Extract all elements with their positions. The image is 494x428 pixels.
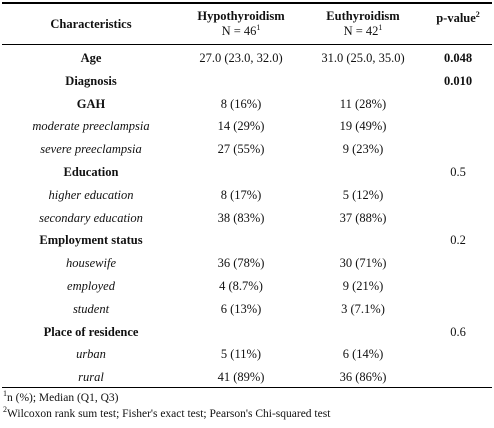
row-label: secondary education — [39, 210, 143, 225]
bottom-rule — [2, 387, 492, 388]
row-pvalue: 0.6 — [450, 324, 466, 339]
table-row: higher education 8 (17%) 5 (12%) — [2, 184, 492, 206]
row-pvalue — [424, 275, 492, 297]
table-row: rural 41 (89%) 36 (86%) — [2, 366, 492, 388]
row-pvalue: 0.010 — [443, 73, 473, 88]
row-pvalue — [424, 343, 492, 365]
row-label: Age — [80, 51, 102, 65]
row-euthyroidism-value: 9 (23%) — [342, 142, 384, 157]
row-hypothyroidism-value — [180, 161, 302, 183]
header-hypo-title: Hypothyroidism — [197, 9, 285, 23]
row-pvalue — [424, 298, 492, 320]
table-row: employed 4 (8.7%) 9 (21%) — [2, 275, 492, 297]
row-label: moderate preeclampsia — [32, 119, 150, 134]
row-pvalue — [424, 184, 492, 206]
table-row: Education 0.5 — [2, 161, 492, 183]
table-row: housewife 36 (78%) 30 (71%) — [2, 252, 492, 274]
top-rule — [2, 2, 492, 4]
row-pvalue: 0.5 — [450, 165, 466, 179]
row-euthyroidism-value: 9 (21%) — [342, 279, 384, 293]
row-label: severe preeclampsia — [40, 142, 142, 157]
table-row: Diagnosis 0.010 — [2, 70, 492, 92]
row-hypothyroidism-value: 41 (89%) — [217, 370, 265, 385]
row-pvalue — [424, 207, 492, 229]
row-euthyroidism-value: 19 (49%) — [339, 119, 387, 134]
table-row: Place of residence 0.6 — [2, 321, 492, 343]
header-eu-title: Euthyroidism — [326, 9, 400, 23]
row-pvalue — [424, 93, 492, 115]
table-header: Characteristics Hypothyroidism N = 461 E… — [2, 9, 492, 41]
row-hypothyroidism-value: 27 (55%) — [217, 142, 265, 157]
row-euthyroidism-value: 30 (71%) — [339, 256, 387, 271]
row-euthyroidism-value — [302, 229, 424, 251]
row-hypothyroidism-value: 14 (29%) — [217, 119, 265, 134]
table-row: Employment status 0.2 — [2, 229, 492, 251]
row-hypothyroidism-value: 4 (8.7%) — [219, 279, 263, 293]
row-euthyroidism-value: 3 (7.1%) — [341, 301, 385, 316]
row-label: urban — [76, 347, 106, 362]
row-euthyroidism-value: 31.0 (25.0, 35.0) — [321, 51, 405, 65]
row-euthyroidism-value: 37 (88%) — [339, 210, 387, 225]
row-label: higher education — [48, 187, 134, 202]
row-pvalue: 0.048 — [443, 51, 473, 65]
table-row: GAH 8 (16%) 11 (28%) — [2, 93, 492, 115]
row-label: Employment status — [39, 233, 143, 248]
row-label: Diagnosis — [65, 73, 117, 88]
row-hypothyroidism-value: 38 (83%) — [217, 210, 265, 225]
row-hypothyroidism-value — [180, 229, 302, 251]
row-hypothyroidism-value: 8 (17%) — [220, 187, 262, 202]
row-label: student — [72, 301, 110, 316]
row-hypothyroidism-value: 5 (11%) — [220, 347, 262, 362]
row-euthyroidism-value — [302, 321, 424, 343]
table-row: Age 27.0 (23.0, 32.0) 31.0 (25.0, 35.0) 0.0… — [2, 47, 492, 69]
row-pvalue — [424, 138, 492, 160]
header-characteristics: Characteristics — [50, 17, 132, 31]
header-euthyroidism: Euthyroidism N = 421 — [302, 9, 424, 41]
header-eu-n: N = 421 — [343, 22, 383, 38]
row-label: GAH — [76, 96, 106, 111]
header-rule — [2, 44, 492, 45]
row-label: housewife — [66, 256, 116, 271]
table-row: moderate preeclampsia 14 (29%) 19 (49%) — [2, 115, 492, 137]
row-hypothyroidism-value: 6 (13%) — [220, 301, 262, 316]
row-euthyroidism-value: 11 (28%) — [339, 96, 387, 111]
table-row: student 6 (13%) 3 (7.1%) — [2, 298, 492, 320]
footnote-2: 2Wilcoxon rank sum test; Fisher's exact … — [3, 405, 331, 420]
row-pvalue — [424, 115, 492, 137]
row-label: Place of residence — [43, 324, 139, 339]
row-euthyroidism-value: 6 (14%) — [342, 347, 384, 362]
header-hypothyroidism: Hypothyroidism N = 461 — [180, 9, 302, 41]
row-euthyroidism-value — [302, 161, 424, 183]
row-pvalue — [424, 252, 492, 274]
row-euthyroidism-value — [302, 70, 424, 92]
table-row: secondary education 38 (83%) 37 (88%) — [2, 207, 492, 229]
row-euthyroidism-value: 5 (12%) — [342, 187, 384, 202]
row-hypothyroidism-value: 8 (16%) — [220, 96, 262, 111]
footnote-1: 1n (%); Median (Q1, Q3) — [3, 389, 119, 404]
row-label: rural — [78, 370, 104, 385]
row-euthyroidism-value: 36 (86%) — [339, 370, 387, 385]
row-pvalue: 0.2 — [450, 233, 466, 248]
row-hypothyroidism-value — [180, 321, 302, 343]
row-label: employed — [67, 279, 115, 293]
row-hypothyroidism-value — [180, 70, 302, 92]
row-hypothyroidism-value: 27.0 (23.0, 32.0) — [199, 51, 283, 65]
row-hypothyroidism-value: 36 (78%) — [217, 256, 265, 271]
table-row: severe preeclampsia 27 (55%) 9 (23%) — [2, 138, 492, 160]
row-pvalue — [424, 366, 492, 388]
header-pvalue: p-value2 — [436, 9, 480, 25]
table-row: urban 5 (11%) 6 (14%) — [2, 343, 492, 365]
row-label: Education — [63, 165, 119, 179]
header-hypo-n: N = 461 — [221, 22, 261, 38]
